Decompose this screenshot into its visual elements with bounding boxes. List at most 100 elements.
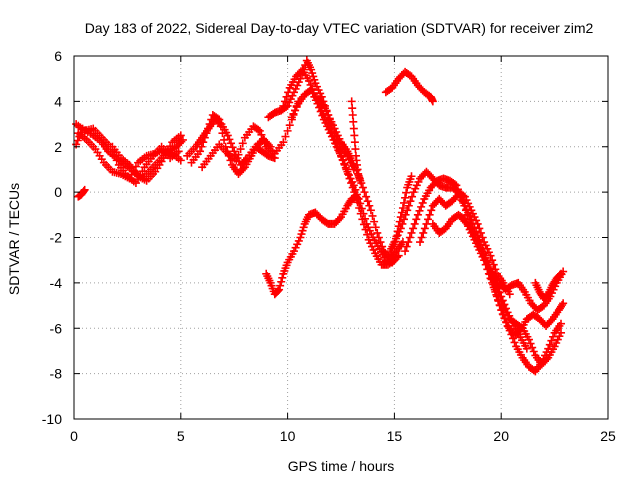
y-tick-label: 2 — [54, 139, 62, 155]
data-point — [407, 228, 416, 237]
data-point — [347, 97, 356, 106]
data-point — [280, 97, 289, 106]
data-point — [239, 164, 248, 173]
data-point — [528, 343, 537, 352]
data-point — [350, 138, 359, 147]
y-tick-label: -2 — [50, 230, 63, 246]
data-point — [223, 131, 232, 140]
data-point — [304, 76, 313, 85]
data-point — [557, 269, 566, 278]
data-point — [505, 290, 514, 299]
data-point — [340, 160, 349, 169]
data-point — [406, 197, 415, 206]
data-point — [410, 219, 419, 228]
series-arc-3 — [72, 120, 183, 188]
data-point — [358, 183, 367, 192]
data-point — [348, 104, 357, 113]
data-point — [373, 228, 382, 237]
data-point — [324, 110, 333, 119]
data-point — [398, 204, 407, 213]
data-point — [79, 186, 88, 195]
series-arc-8 — [198, 97, 303, 172]
data-point — [355, 204, 364, 213]
data-point — [363, 197, 372, 206]
data-point — [420, 224, 429, 233]
data-point — [316, 96, 325, 105]
data-point — [402, 188, 411, 197]
data-point — [413, 210, 422, 219]
data-point — [339, 156, 348, 165]
data-point — [361, 225, 370, 234]
series-arc-5 — [74, 185, 89, 201]
data-point — [403, 206, 412, 215]
data-point — [479, 251, 488, 260]
data-point — [232, 156, 241, 165]
data-point — [351, 145, 360, 154]
data-point — [226, 139, 235, 148]
data-point — [254, 125, 263, 134]
data-point — [544, 344, 553, 353]
data-point — [395, 217, 404, 226]
data-point — [284, 88, 293, 97]
data-point — [283, 126, 292, 135]
data-point — [278, 273, 287, 282]
data-point — [452, 181, 461, 190]
data-point — [526, 339, 535, 348]
data-point — [390, 242, 399, 251]
data-point — [204, 124, 213, 133]
series-arc-10 — [279, 65, 403, 267]
data-point — [327, 120, 336, 129]
data-point — [492, 290, 501, 299]
data-point — [477, 247, 486, 256]
data-point — [498, 310, 507, 319]
data-point — [417, 233, 426, 242]
data-point — [260, 138, 269, 147]
data-point — [495, 300, 504, 309]
data-point — [174, 147, 183, 156]
data-point — [236, 145, 245, 154]
data-point — [356, 176, 365, 185]
data-point — [279, 101, 288, 110]
data-point — [401, 193, 410, 202]
series-arc-15 — [381, 67, 437, 106]
data-point — [470, 223, 479, 232]
data-point — [342, 165, 351, 174]
data-point — [409, 224, 418, 233]
data-point — [215, 115, 224, 124]
data-point — [176, 131, 185, 140]
data-point — [425, 210, 434, 219]
data-point — [259, 134, 268, 143]
x-tick-label: 20 — [493, 428, 509, 444]
data-point — [202, 129, 211, 138]
data-point — [359, 220, 368, 229]
data-point — [363, 230, 372, 239]
data-point — [197, 142, 206, 151]
data-point — [404, 201, 413, 210]
data-point — [497, 306, 506, 315]
axis-ticks: 0 5 10 15 20 25 -10 -8 -6 -4 -2 0 2 4 6 — [42, 48, 616, 444]
data-point — [484, 265, 493, 274]
data-point — [482, 260, 491, 269]
data-point — [417, 202, 426, 211]
series-arc-14 — [262, 192, 363, 299]
series-arc-4 — [108, 131, 185, 185]
data-point — [412, 215, 421, 224]
data-point — [196, 147, 205, 156]
x-tick-label: 15 — [387, 428, 403, 444]
data-point — [325, 115, 334, 124]
data-point — [371, 223, 380, 232]
data-point — [220, 135, 229, 144]
data-point — [481, 256, 490, 265]
data-point — [238, 139, 247, 148]
data-point — [404, 238, 413, 247]
data-point — [347, 179, 356, 188]
data-points — [72, 56, 568, 376]
data-point — [388, 257, 397, 266]
data-point — [548, 332, 557, 341]
data-point — [275, 285, 284, 294]
data-point — [502, 318, 511, 327]
data-point — [402, 242, 411, 251]
data-point — [277, 277, 286, 286]
data-point — [391, 237, 400, 246]
data-point — [393, 227, 402, 236]
